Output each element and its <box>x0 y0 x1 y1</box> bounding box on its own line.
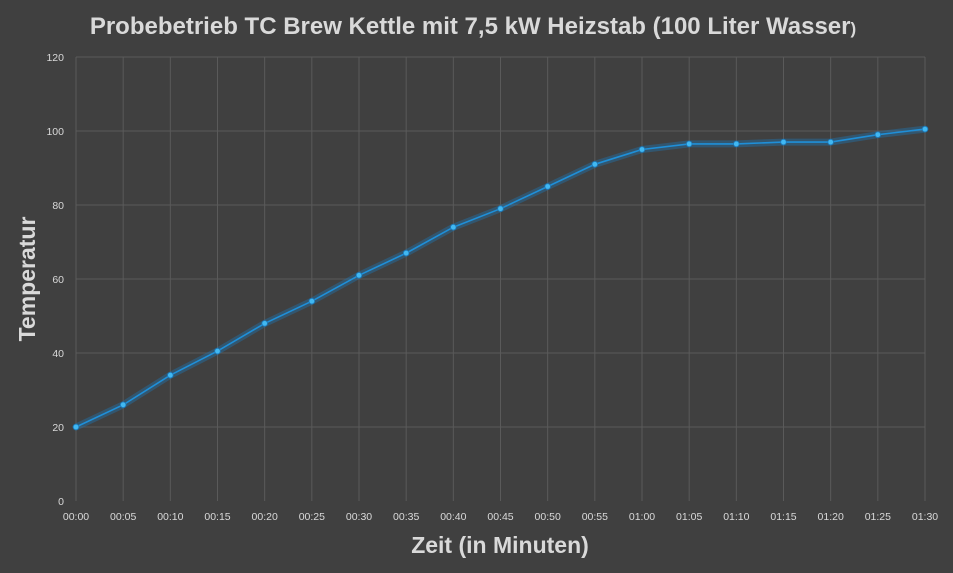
chart-title-tail: ) <box>851 19 857 38</box>
data-point <box>638 146 646 153</box>
x-tick-label: 00:45 <box>487 511 513 523</box>
data-point <box>119 401 127 408</box>
x-tick-label: 00:25 <box>299 511 325 523</box>
x-tick-label: 01:10 <box>723 511 749 523</box>
y-tick-label: 120 <box>46 52 64 64</box>
x-axis-ticks: 00:00 00:05 00:10 00:15 00:20 00:25 00:30 00:35… <box>63 511 938 523</box>
x-tick-label: 01:20 <box>818 511 844 523</box>
x-tick-label: 00:20 <box>252 511 278 523</box>
y-tick-label: 100 <box>46 126 64 138</box>
data-point <box>497 205 504 212</box>
x-tick-label: 01:30 <box>912 511 938 523</box>
data-point <box>685 140 693 148</box>
x-tick-label: 01:15 <box>770 511 796 523</box>
data-point <box>780 138 787 146</box>
data-point <box>874 131 882 138</box>
x-tick-label: 00:30 <box>346 511 372 523</box>
x-tick-label: 00:10 <box>157 511 183 523</box>
chart-title: Probebetrieb TC Brew Kettle mit 7,5 kW H… <box>90 13 856 40</box>
x-tick-label: 01:25 <box>865 511 891 523</box>
data-point <box>827 138 834 146</box>
x-tick-label: 00:05 <box>110 511 136 523</box>
chart-title-main: Probebetrieb TC Brew Kettle mit 7,5 kW H… <box>90 13 851 40</box>
data-point <box>921 125 929 133</box>
y-tick-label: 60 <box>52 274 64 286</box>
x-tick-label: 01:00 <box>629 511 655 523</box>
data-point <box>355 272 363 279</box>
data-point <box>72 423 80 431</box>
data-point <box>167 372 174 379</box>
data-point <box>591 161 599 168</box>
y-tick-label: 20 <box>52 422 64 434</box>
series-temperature <box>72 125 929 431</box>
x-tick-label: 00:50 <box>535 511 561 523</box>
y-axis-title: Temperatur <box>14 217 40 342</box>
data-point <box>308 298 316 305</box>
gridlines <box>75 56 926 501</box>
x-tick-label: 01:05 <box>676 511 702 523</box>
y-tick-label: 80 <box>52 200 64 212</box>
data-point <box>450 223 457 231</box>
y-tick-label: 0 <box>58 496 64 508</box>
x-tick-label: 00:40 <box>440 511 466 523</box>
x-tick-label: 00:00 <box>63 511 89 523</box>
data-point <box>544 183 551 190</box>
data-point <box>261 320 268 327</box>
x-tick-label: 00:15 <box>204 511 230 523</box>
y-axis-ticks: 0 20 40 60 80 100 120 <box>46 52 64 508</box>
x-axis-title: Zeit (in Minuten) <box>411 532 589 558</box>
x-tick-label: 00:35 <box>393 511 419 523</box>
data-point <box>214 347 221 355</box>
y-tick-label: 40 <box>52 348 64 360</box>
x-tick-label: 00:55 <box>582 511 608 523</box>
data-point <box>733 140 740 148</box>
data-point <box>402 249 410 257</box>
